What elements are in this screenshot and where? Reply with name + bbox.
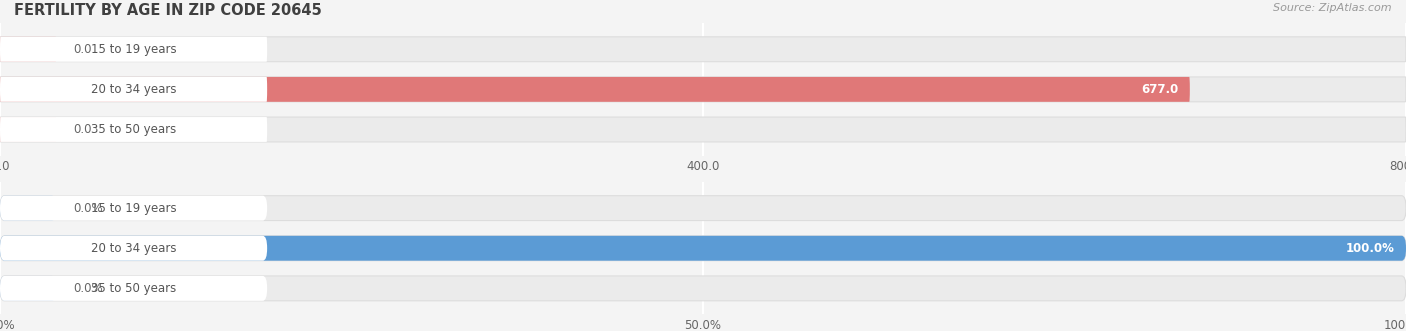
Text: 35 to 50 years: 35 to 50 years <box>91 123 176 136</box>
Text: 0.0%: 0.0% <box>73 282 103 295</box>
FancyBboxPatch shape <box>0 117 1406 142</box>
Text: FERTILITY BY AGE IN ZIP CODE 20645: FERTILITY BY AGE IN ZIP CODE 20645 <box>14 3 322 18</box>
Text: 15 to 19 years: 15 to 19 years <box>91 202 176 214</box>
FancyBboxPatch shape <box>0 77 267 102</box>
Text: 0.0%: 0.0% <box>73 202 103 214</box>
FancyBboxPatch shape <box>0 117 267 142</box>
FancyBboxPatch shape <box>0 37 56 62</box>
Text: 0.0: 0.0 <box>73 43 91 56</box>
Text: 0.0: 0.0 <box>73 123 91 136</box>
Text: 677.0: 677.0 <box>1142 83 1178 96</box>
FancyBboxPatch shape <box>0 196 56 220</box>
Text: 20 to 34 years: 20 to 34 years <box>91 242 176 255</box>
FancyBboxPatch shape <box>0 196 1406 220</box>
FancyBboxPatch shape <box>0 276 1406 301</box>
Text: 100.0%: 100.0% <box>1346 242 1395 255</box>
FancyBboxPatch shape <box>0 276 267 301</box>
FancyBboxPatch shape <box>0 37 267 62</box>
FancyBboxPatch shape <box>0 236 1406 261</box>
FancyBboxPatch shape <box>0 236 267 261</box>
Text: Source: ZipAtlas.com: Source: ZipAtlas.com <box>1274 3 1392 13</box>
Text: 15 to 19 years: 15 to 19 years <box>91 43 176 56</box>
FancyBboxPatch shape <box>0 117 56 142</box>
FancyBboxPatch shape <box>0 236 1406 261</box>
FancyBboxPatch shape <box>0 37 1406 62</box>
FancyBboxPatch shape <box>0 276 56 301</box>
FancyBboxPatch shape <box>0 196 267 220</box>
Text: 20 to 34 years: 20 to 34 years <box>91 83 176 96</box>
FancyBboxPatch shape <box>0 77 1406 102</box>
Text: 35 to 50 years: 35 to 50 years <box>91 282 176 295</box>
FancyBboxPatch shape <box>0 77 1189 102</box>
